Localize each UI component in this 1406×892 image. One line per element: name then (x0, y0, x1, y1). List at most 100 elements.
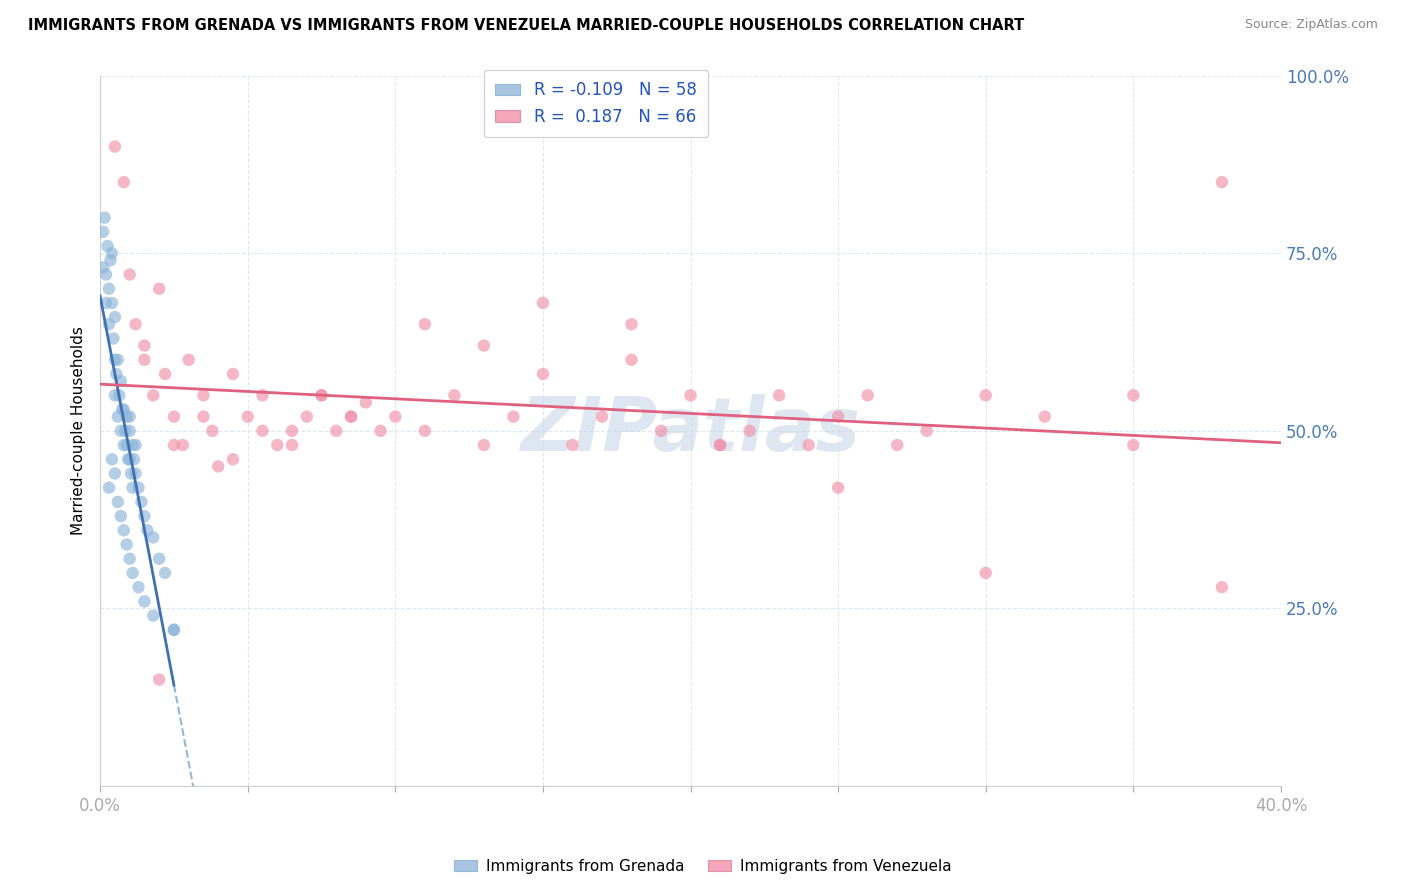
Point (340, 409, 363, 424)
Text: ZIPatlas: ZIPatlas (520, 394, 860, 467)
Point (1122, 438, 1144, 452)
Point (112, 175, 135, 189)
Point (134, 509, 156, 524)
Point (107, 495, 129, 509)
Point (111, 402, 134, 417)
Point (443, 388, 465, 402)
Point (193, 388, 215, 402)
Point (124, 317, 146, 331)
Point (134, 338, 156, 352)
Point (120, 467, 142, 481)
Point (128, 580, 150, 594)
Point (1211, 175, 1233, 189)
Point (531, 296, 554, 310)
Point (311, 388, 333, 402)
Point (1211, 580, 1233, 594)
Point (163, 438, 186, 452)
Point (236, 409, 259, 424)
Point (207, 459, 229, 474)
Point (112, 524, 135, 538)
Point (384, 409, 406, 424)
Point (118, 268, 141, 282)
Point (110, 374, 132, 388)
Text: Source: ZipAtlas.com: Source: ZipAtlas.com (1244, 18, 1378, 31)
Point (163, 623, 186, 637)
Point (118, 424, 141, 438)
Point (118, 551, 141, 566)
Legend: R = -0.109   N = 58, R =  0.187   N = 66: R = -0.109 N = 58, R = 0.187 N = 66 (484, 70, 709, 137)
Point (591, 409, 613, 424)
Point (104, 467, 127, 481)
Y-axis label: Married-couple Households: Married-couple Households (72, 326, 86, 535)
Point (91, 260, 114, 275)
Point (886, 438, 908, 452)
Point (93, 211, 115, 225)
Point (134, 594, 156, 608)
Point (142, 608, 165, 623)
Point (98, 481, 121, 495)
Point (281, 424, 304, 438)
Point (104, 352, 127, 367)
Point (1033, 409, 1056, 424)
Point (114, 424, 136, 438)
Point (121, 481, 143, 495)
Point (177, 352, 200, 367)
Point (266, 438, 288, 452)
Point (502, 409, 524, 424)
Point (115, 438, 138, 452)
Point (104, 388, 127, 402)
Point (413, 424, 436, 438)
Point (94, 296, 117, 310)
Point (118, 409, 141, 424)
Point (252, 388, 274, 402)
Point (115, 537, 138, 551)
Point (121, 566, 143, 580)
Point (709, 438, 731, 452)
Point (193, 409, 215, 424)
Point (325, 424, 347, 438)
Point (709, 438, 731, 452)
Point (142, 388, 165, 402)
Point (281, 438, 304, 452)
Point (413, 317, 436, 331)
Point (105, 367, 128, 381)
Point (91, 225, 114, 239)
Point (531, 367, 554, 381)
Point (650, 424, 672, 438)
Point (163, 623, 186, 637)
Point (561, 438, 583, 452)
Point (915, 424, 938, 438)
Point (128, 481, 150, 495)
Point (148, 673, 170, 687)
Point (340, 409, 363, 424)
Point (98, 282, 121, 296)
Point (354, 395, 377, 409)
Point (738, 424, 761, 438)
Point (172, 438, 194, 452)
Point (98, 317, 121, 331)
Point (107, 352, 129, 367)
Point (94, 268, 117, 282)
Point (115, 409, 138, 424)
Point (153, 367, 176, 381)
Point (100, 253, 122, 268)
Point (131, 495, 153, 509)
Point (201, 424, 224, 438)
Point (112, 438, 135, 452)
Point (148, 282, 170, 296)
Point (134, 352, 156, 367)
Point (122, 452, 145, 467)
Point (797, 438, 820, 452)
Point (148, 551, 170, 566)
Point (222, 452, 245, 467)
Point (153, 566, 176, 580)
Point (101, 246, 124, 260)
Point (112, 402, 135, 417)
Point (472, 338, 495, 352)
Point (620, 352, 643, 367)
Point (121, 438, 143, 452)
Point (108, 388, 131, 402)
Point (107, 409, 129, 424)
Point (142, 530, 165, 544)
Point (124, 467, 146, 481)
